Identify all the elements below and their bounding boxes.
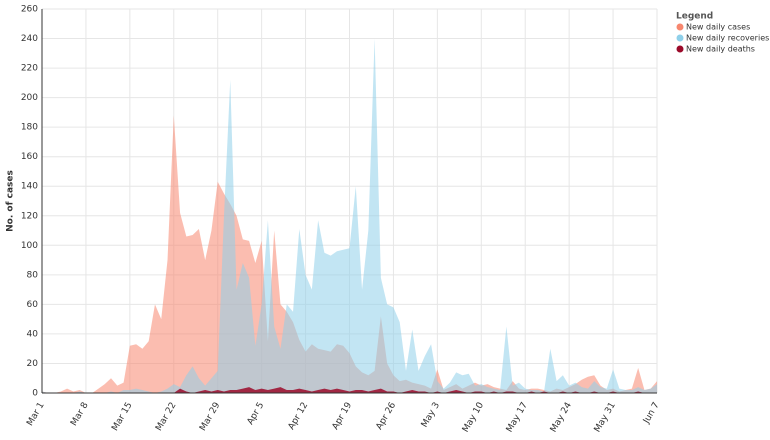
x-tick-label: May 3 — [420, 401, 442, 430]
y-tick-label: 40 — [27, 329, 39, 339]
x-tick-label: Mar 15 — [110, 401, 134, 433]
y-tick-label: 100 — [21, 241, 38, 251]
legend-marker — [676, 23, 684, 31]
legend-marker — [676, 45, 684, 53]
x-tick-label: Mar 8 — [69, 401, 91, 428]
x-tick-label: May 24 — [549, 401, 574, 435]
y-tick-label: 0 — [32, 389, 38, 399]
legend-title: Legend — [676, 12, 713, 22]
y-tick-label: 120 — [21, 211, 38, 221]
y-tick-label: 20 — [27, 359, 39, 369]
x-tick-label: Jun 7 — [641, 401, 661, 426]
y-tick-label: 160 — [21, 152, 38, 162]
y-tick-label: 200 — [21, 93, 38, 103]
legend-label: New daily deaths — [686, 45, 755, 54]
area — [42, 387, 657, 393]
x-tick-label: Apr 5 — [246, 401, 267, 427]
x-tick-label: Mar 1 — [25, 401, 46, 428]
legend-marker — [676, 34, 684, 42]
area — [42, 38, 657, 394]
legend-label: New daily recoveries — [686, 34, 769, 43]
x-tick-label: May 31 — [593, 401, 618, 435]
y-tick-label: 140 — [21, 182, 38, 192]
x-tick-label: May 10 — [461, 401, 486, 435]
x-tick-label: Mar 22 — [154, 401, 178, 433]
y-tick-label: 220 — [21, 64, 38, 74]
x-tick-label: May 17 — [505, 401, 530, 435]
y-tick-label: 60 — [27, 300, 39, 310]
x-tick-label: Apr 26 — [375, 401, 399, 432]
y-tick-label: 180 — [21, 123, 38, 133]
x-tick-label: Mar 29 — [198, 401, 222, 433]
x-tick-label: Apr 12 — [287, 401, 311, 432]
x-tick-label: Apr 19 — [331, 401, 355, 432]
y-tick-label: 240 — [21, 34, 38, 44]
area — [42, 115, 657, 393]
legend-label: New daily cases — [686, 23, 750, 32]
y-tick-label: 260 — [21, 5, 38, 15]
y-axis-label: No. of cases — [6, 170, 16, 232]
y-tick-label: 80 — [27, 270, 39, 280]
